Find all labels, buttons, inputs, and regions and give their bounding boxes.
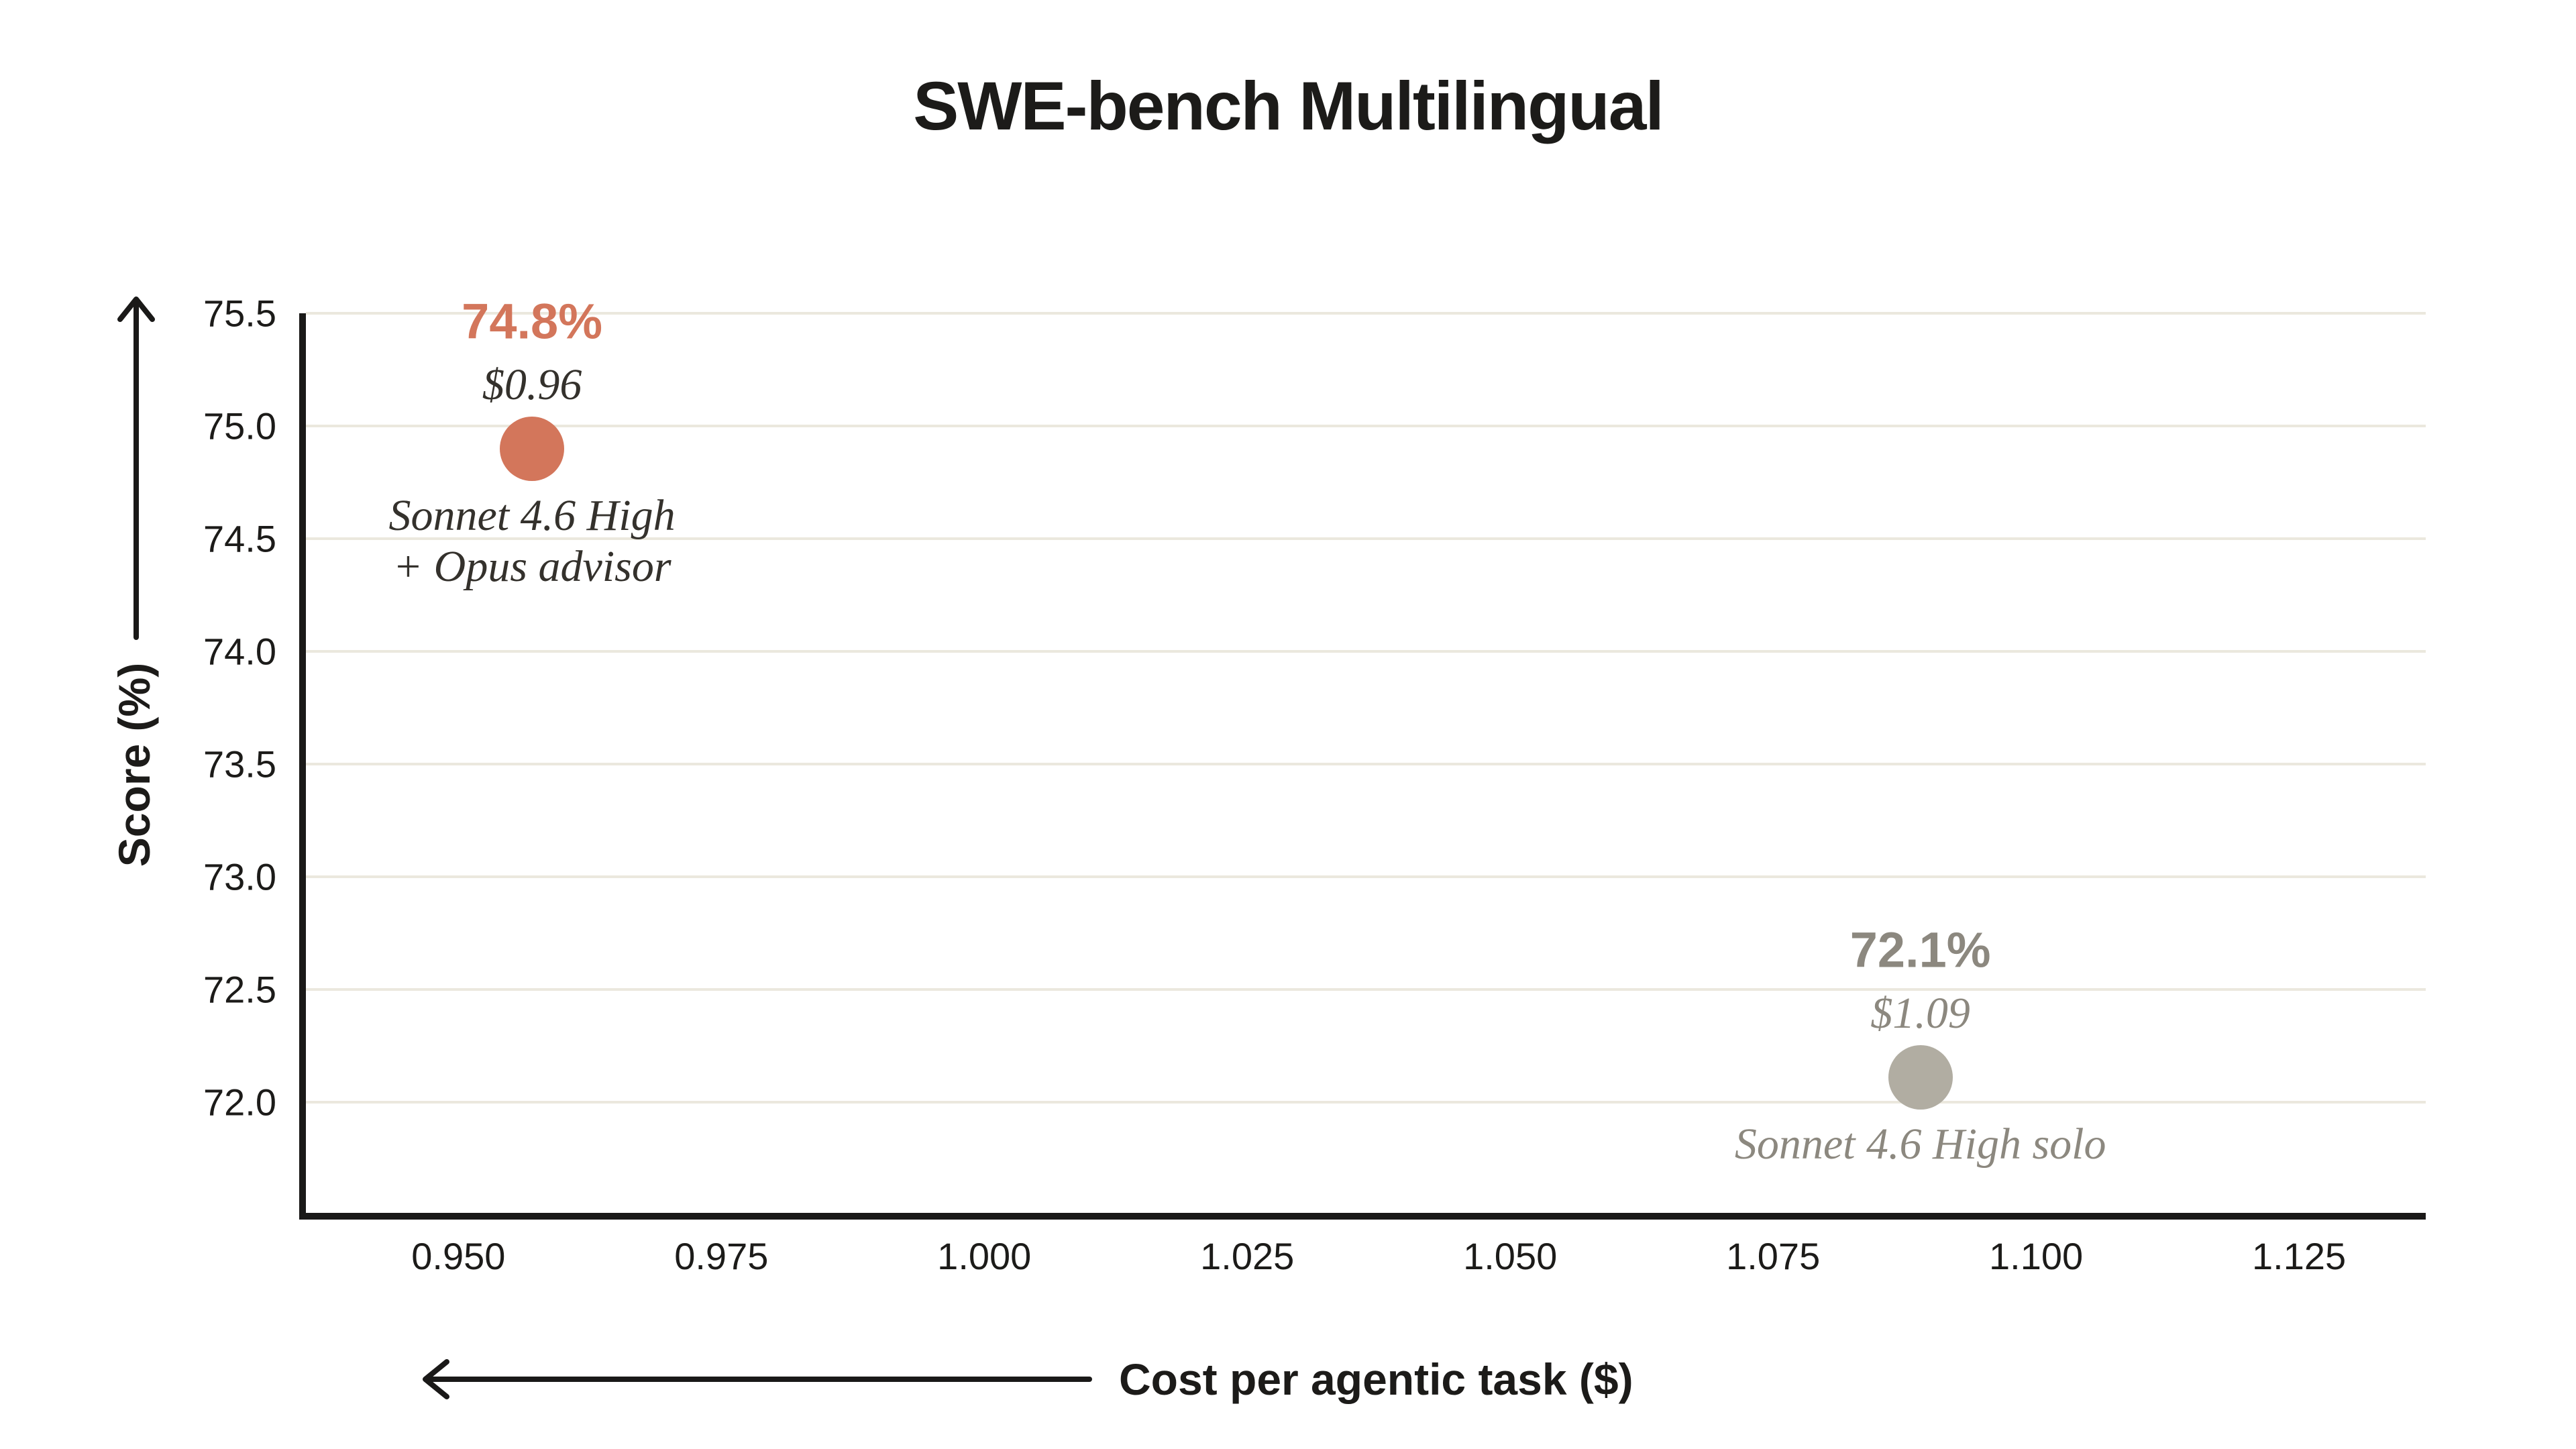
- gridline: [306, 312, 2426, 315]
- data-point-dot: [500, 416, 565, 481]
- x-tick-label: 1.100: [1989, 1235, 2084, 1277]
- data-point-name-label: Sonnet 4.6 High solo: [1734, 1120, 2106, 1169]
- chart-title: SWE-bench Multilingual: [913, 68, 1664, 144]
- y-tick-label: 75.0: [203, 405, 276, 447]
- x-axis-title: Cost per agentic task ($): [1119, 1354, 1633, 1404]
- x-tick-label: 1.075: [1726, 1235, 1821, 1277]
- gridline: [306, 650, 2426, 653]
- y-tick-label: 75.5: [203, 292, 276, 335]
- y-tick-label: 72.5: [203, 968, 276, 1011]
- gridline: [306, 425, 2426, 428]
- gridline: [306, 1101, 2426, 1104]
- x-axis-arrow-left-icon: [423, 1359, 1092, 1399]
- x-tick-label: 1.025: [1200, 1235, 1295, 1277]
- data-point-cost-label: $1.09: [1870, 989, 1970, 1038]
- x-tick-label: 0.975: [674, 1235, 769, 1277]
- y-tick-label: 73.0: [203, 855, 276, 898]
- y-tick-label: 74.5: [203, 517, 276, 560]
- y-axis-title: Score (%): [109, 662, 159, 867]
- data-point-name-label: Sonnet 4.6 High + Opus advisor: [388, 490, 676, 591]
- gridline: [306, 875, 2426, 879]
- data-point-cost-label: $0.96: [482, 360, 582, 409]
- data-point-dot: [1888, 1045, 1953, 1110]
- x-tick-label: 1.000: [937, 1235, 1032, 1277]
- gridline: [306, 988, 2426, 991]
- x-tick-label: 1.125: [2251, 1235, 2347, 1277]
- y-axis-arrow-up-icon: [117, 297, 155, 640]
- plot-area: 75.5 75.0 74.5 74.0 73.5 73.0 72.5 72.0 0.950 0.9…: [203, 292, 2426, 1277]
- y-tick-label: 74.0: [203, 630, 276, 673]
- x-tick-label: 0.950: [411, 1235, 506, 1277]
- data-point-score-label: 72.1%: [1849, 922, 1991, 978]
- gridline: [306, 763, 2426, 766]
- gridline: [306, 537, 2426, 541]
- x-tick-label: 1.050: [1463, 1235, 1558, 1277]
- y-tick-label: 72.0: [203, 1081, 276, 1124]
- y-tick-label: 73.5: [203, 743, 276, 786]
- data-point-score-label: 74.8%: [462, 293, 602, 350]
